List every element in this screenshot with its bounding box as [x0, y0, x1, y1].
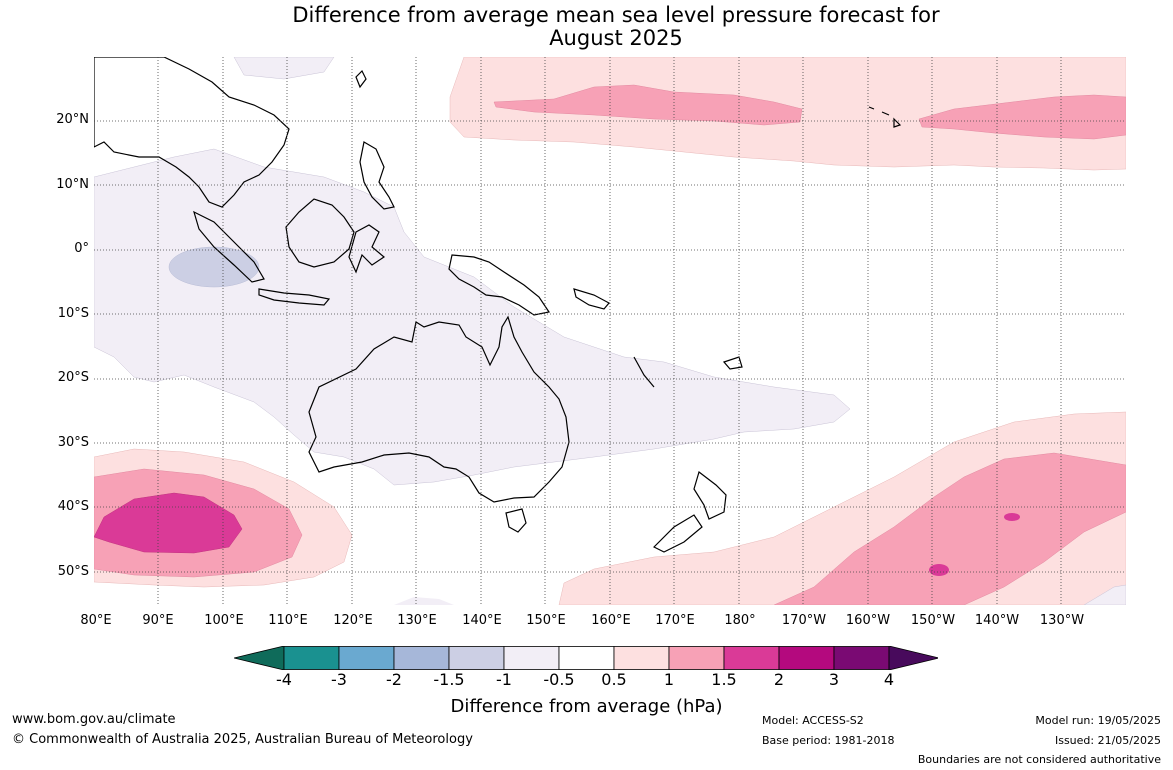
lon-label-120e: 120°E	[333, 613, 373, 628]
legend-tick-label: -1.5	[433, 670, 465, 689]
legend-swatch	[833, 646, 890, 670]
legend-title: Difference from average (hPa)	[450, 696, 723, 717]
lon-label-110e: 110°E	[268, 613, 308, 628]
new-zealand-south-outline	[652, 514, 703, 553]
asia-mainland-outline	[94, 57, 290, 208]
lon-label-90e: 90°E	[142, 613, 174, 628]
hawaii-outline	[868, 106, 902, 128]
solomon-islands-outline	[573, 288, 610, 310]
lon-label-100e: 100°E	[204, 613, 244, 628]
north-pacific-positive-core-west	[493, 84, 803, 126]
legend-swatch	[558, 646, 615, 670]
negative-anomaly-north	[233, 57, 335, 80]
legend-tick-label: 1.5	[711, 670, 737, 689]
lon-label-140e: 140°E	[462, 613, 502, 628]
legend-swatch	[448, 646, 505, 670]
borneo-outline	[285, 198, 355, 268]
lon-label-140w: 140°W	[974, 613, 1020, 628]
lat-label-30s: 30°S	[57, 435, 89, 450]
legend-swatch	[613, 646, 670, 670]
australia-outline	[308, 315, 570, 503]
lat-label-20s: 20°S	[57, 370, 89, 385]
graticule	[94, 57, 1126, 605]
lon-label-170w: 170°W	[781, 613, 827, 628]
coastlines	[94, 57, 902, 553]
legend-tick-label: -0.5	[543, 670, 575, 689]
tasmania-outline	[505, 508, 527, 533]
legend-extend-high	[888, 646, 938, 670]
lon-label-170e: 170°E	[655, 613, 695, 628]
legend-tick-label: -3	[331, 670, 347, 689]
new-guinea-outline	[448, 254, 550, 316]
model-run-text: Model run: 19/05/2025	[1035, 714, 1161, 727]
lat-label-10n: 10°N	[56, 177, 89, 192]
pressure-anomaly-map	[94, 57, 1126, 605]
legend-tick-label: 2	[773, 670, 785, 689]
lon-label-130w: 130°W	[1039, 613, 1085, 628]
legend-swatch	[723, 646, 780, 670]
map-canvas	[94, 57, 1126, 605]
taiwan-outline	[355, 69, 367, 89]
lon-label-160e: 160°E	[591, 613, 631, 628]
model-text: Model: ACCESS-S2	[762, 714, 864, 727]
base-period-text: Base period: 1981-2018	[762, 734, 895, 747]
south-negative-patch	[394, 597, 454, 605]
lon-label-180: 180°	[724, 613, 756, 628]
legend-swatch	[393, 646, 450, 670]
legend-tick-label: 3	[828, 670, 840, 689]
issued-text: Issued: 21/05/2025	[1054, 734, 1161, 747]
southeast-positive-mid	[773, 452, 1126, 605]
legend-tick-label: -4	[276, 670, 292, 689]
legend-swatch	[338, 646, 395, 670]
legend-tick-label: -1	[496, 670, 512, 689]
lon-label-150w: 150°W	[910, 613, 956, 628]
north-pacific-positive-core-east	[918, 94, 1126, 140]
southeast-positive-core-1	[929, 564, 949, 576]
lon-label-160w: 160°W	[845, 613, 891, 628]
legend-swatch	[503, 646, 560, 670]
legend-swatch	[778, 646, 835, 670]
lat-label-50s: 50°S	[57, 564, 89, 579]
lat-label-40s: 40°S	[57, 499, 89, 514]
vanuatu-fiji-outline	[633, 356, 743, 388]
lon-label-80e: 80°E	[80, 613, 112, 628]
java-outline	[258, 288, 331, 306]
lat-label-10s: 10°S	[57, 306, 89, 321]
title-line-2: August 2025	[549, 26, 683, 50]
lon-label-130e: 130°E	[397, 613, 437, 628]
legend-tick-label: 4	[883, 670, 895, 689]
legend-colorbar	[234, 646, 938, 670]
southeast-positive-core-2	[1004, 513, 1020, 521]
title-line-1: Difference from average mean sea level p…	[292, 3, 940, 27]
lat-label-20n: 20°N	[56, 112, 89, 127]
lon-label-150e: 150°E	[526, 613, 566, 628]
website-text: www.bom.gov.au/climate	[12, 712, 176, 727]
sumatra-outline	[193, 210, 265, 283]
legend-tick-label: 0.5	[601, 670, 627, 689]
legend-swatch	[668, 646, 725, 670]
legend-tick-label: -2	[386, 670, 402, 689]
southeast-negative-corner	[1083, 584, 1126, 605]
southwest-positive-core	[94, 492, 243, 554]
philippines-outline	[359, 141, 395, 210]
lat-label-0: 0°	[74, 241, 89, 256]
copyright-text: © Commonwealth of Australia 2025, Austra…	[12, 732, 473, 747]
new-zealand-north-outline	[693, 470, 727, 520]
legend-extend-low	[234, 646, 285, 670]
legend-tick-label: 1	[663, 670, 675, 689]
chart-title: Difference from average mean sea level p…	[0, 4, 1173, 50]
legend-swatch	[283, 646, 340, 670]
disclaimer-text: Boundaries are not considered authoritat…	[917, 753, 1161, 766]
sulawesi-outline	[348, 224, 386, 274]
